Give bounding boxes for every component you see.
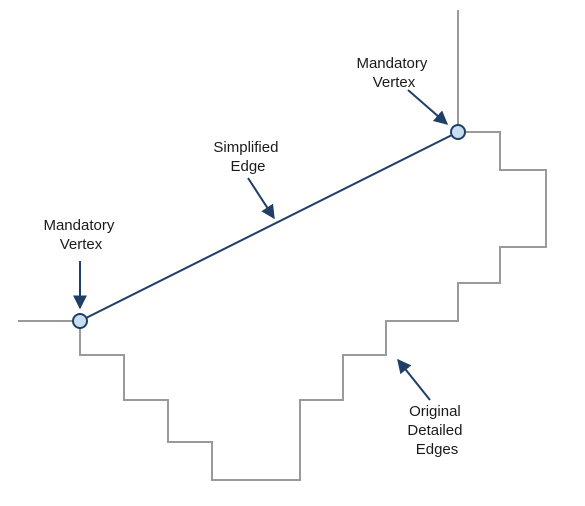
original-edges-arrow — [397, 358, 431, 401]
simplified-edge-label: Simplified Edge — [213, 139, 282, 175]
simplified-edge — [79, 131, 459, 322]
simplified-edge-arrow — [247, 177, 275, 220]
mandatory-vertex-left — [72, 313, 88, 329]
mandatory-vertex-right — [450, 124, 466, 140]
mandatory-vertex-right-label: Mandatory Vertex — [356, 55, 431, 91]
mandatory-vertex-left-label: Mandatory Vertex — [43, 217, 118, 253]
mandatory-vertex-right-arrow — [407, 89, 449, 125]
original-detailed-edges — [79, 131, 547, 481]
original-edges-label: Original Detailed Edges — [407, 403, 466, 458]
